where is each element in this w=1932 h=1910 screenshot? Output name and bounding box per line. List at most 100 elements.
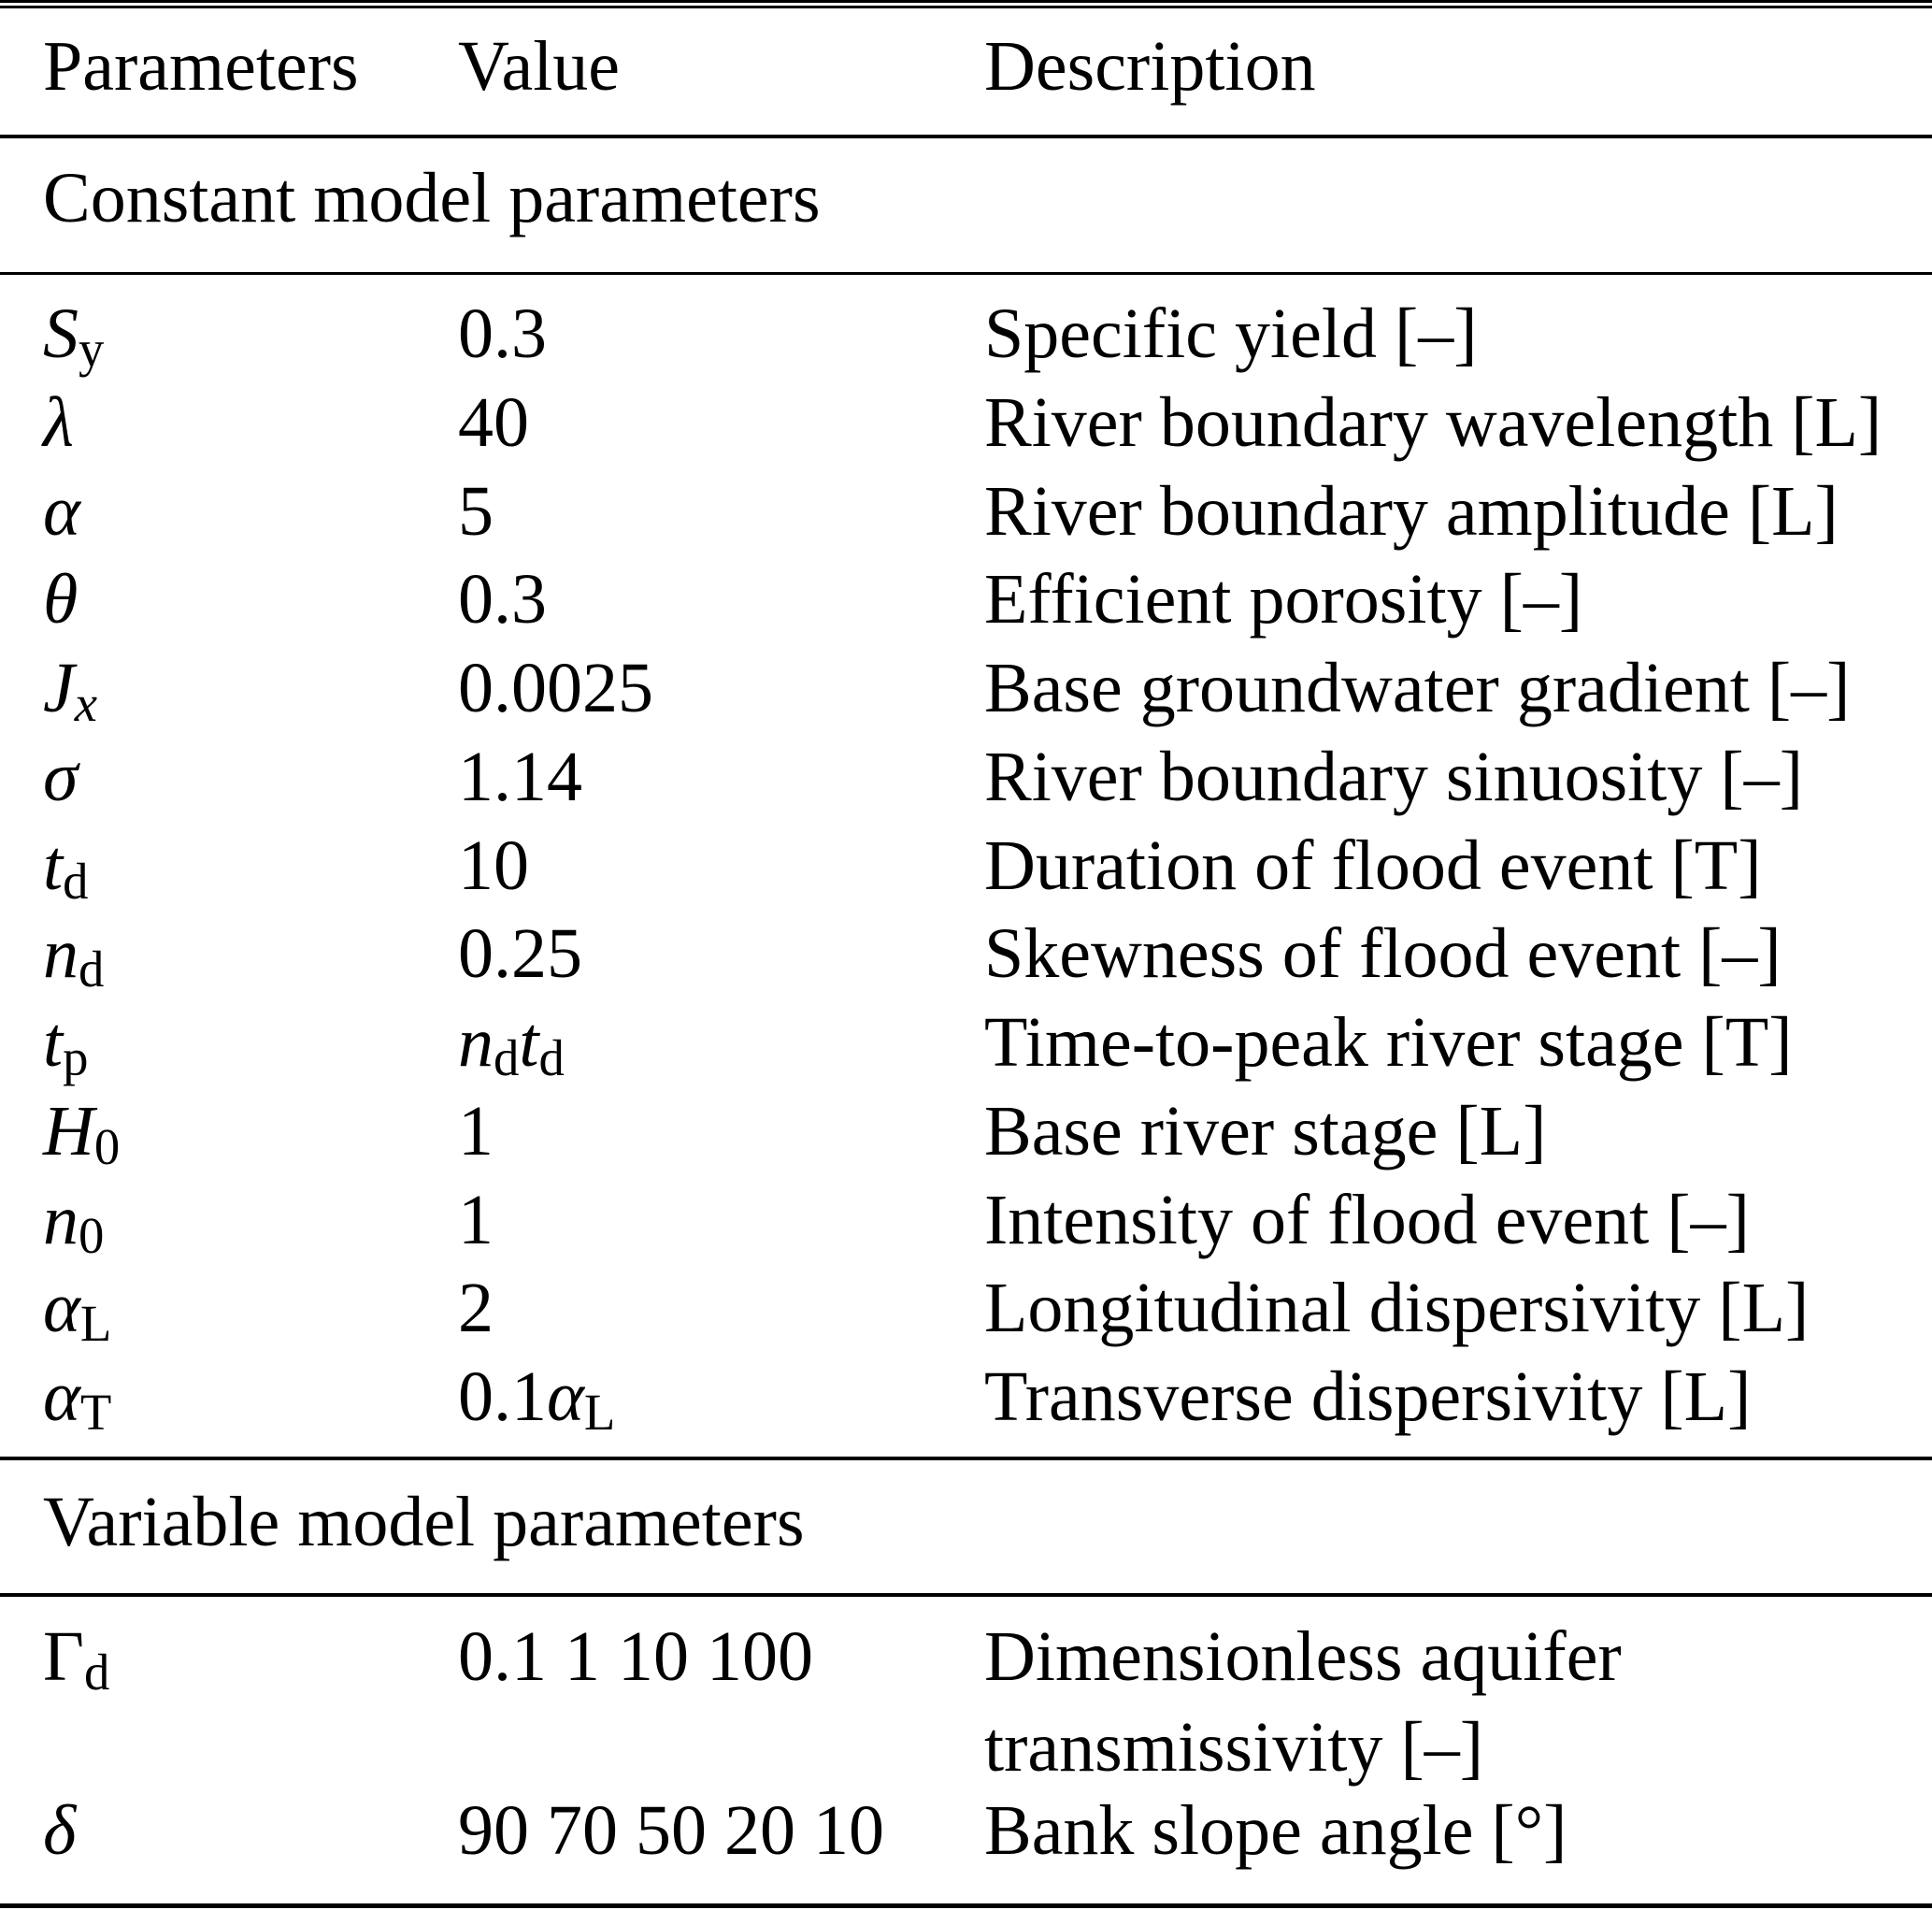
symbol-text: S: [43, 294, 79, 373]
symbol-text: 0.1: [458, 1357, 547, 1436]
desc-cell: Bank slope angle [°]: [984, 1791, 1567, 1870]
param-cell: λ: [43, 378, 74, 468]
desc-cell: Longitudinal dispersivity [L]: [984, 1269, 1810, 1347]
desc-cell: River boundary amplitude [L]: [984, 472, 1839, 551]
value-cell: 40: [458, 378, 529, 468]
symbol-text: n: [43, 914, 79, 993]
symbol-text: 1: [458, 1181, 494, 1259]
subscript: d: [538, 1028, 565, 1086]
param-cell: n0: [43, 1175, 104, 1266]
subscript: L: [583, 1383, 616, 1441]
value-cell: ndtd: [458, 998, 565, 1088]
subscript: d: [83, 1643, 110, 1701]
symbol-text: 1: [458, 1092, 494, 1170]
desc-cell: Time-to-peak river stage [T]: [984, 1003, 1793, 1082]
value-cell: 0.0025: [458, 643, 653, 734]
subscript: 0: [79, 1206, 105, 1264]
desc-cell: Efficient porosity [–]: [984, 560, 1583, 639]
section-title-variable: Variable model parameters: [43, 1483, 805, 1561]
symbol-text: δ: [43, 1791, 77, 1870]
value-cell: 10: [458, 821, 529, 912]
symbol-text: α: [43, 1357, 80, 1436]
constant-title-rule: [0, 272, 1932, 275]
param-cell: nd: [43, 909, 104, 999]
symbol-text: α: [547, 1357, 584, 1436]
param-cell: H0: [43, 1086, 120, 1177]
desc-cell: Base river stage [L]: [984, 1092, 1547, 1170]
value-cell: 0.25: [458, 909, 582, 999]
param-cell: αT: [43, 1352, 111, 1443]
value-cell: 2: [458, 1263, 494, 1354]
subscript: y: [79, 320, 105, 378]
symbol-text: t: [519, 1003, 539, 1082]
desc-cell: Duration of flood event [T]: [984, 826, 1762, 905]
param-cell: Sy: [43, 289, 104, 380]
column-header-value: Value: [458, 27, 621, 106]
param-cell: θ: [43, 554, 78, 645]
value-cell: 0.3: [458, 554, 547, 645]
value-cell: 1.14: [458, 732, 582, 823]
value-cell: 0.1αL: [458, 1352, 615, 1443]
symbol-text: 2: [458, 1269, 494, 1347]
header-rule: [0, 135, 1932, 138]
subscript: d: [494, 1028, 520, 1086]
symbol-text: 0.1 1 10 100: [458, 1617, 813, 1696]
desc-cell: Dimensionless aquifer transmissivity [–]: [984, 1617, 1622, 1788]
subscript: 0: [93, 1117, 121, 1175]
param-cell: αL: [43, 1263, 111, 1354]
variable-title-rule: [0, 1593, 1932, 1597]
param-cell: Jx: [43, 643, 97, 734]
symbol-text: α: [43, 472, 80, 551]
symbol-text: n: [43, 1181, 79, 1259]
desc-cell: Skewness of flood event [–]: [984, 914, 1782, 993]
symbol-text: 0.25: [458, 914, 582, 993]
desc-cell: Transverse dispersivity [L]: [984, 1357, 1752, 1436]
column-header-parameters: Parameters: [43, 27, 359, 106]
desc-cell: River boundary wavelength [L]: [984, 383, 1882, 462]
param-cell: α: [43, 467, 80, 557]
param-cell: tp: [43, 998, 88, 1088]
symbol-text: H: [43, 1092, 94, 1170]
symbol-text: θ: [43, 560, 79, 639]
param-cell: Γd: [43, 1612, 109, 1702]
symbol-text: 10: [458, 826, 529, 905]
value-cell: 90 70 50 20 10: [458, 1786, 884, 1876]
column-header-description: Description: [984, 27, 1316, 106]
value-cell: 1: [458, 1175, 494, 1266]
value-cell: 1: [458, 1086, 494, 1177]
symbol-text: 40: [458, 383, 529, 462]
symbol-text: 90 70 50 20 10: [458, 1791, 884, 1870]
top-rule-inner: [0, 6, 1932, 8]
value-cell: 0.1 1 10 100: [458, 1612, 813, 1702]
subscript: d: [79, 940, 105, 998]
symbol-text: 0.3: [458, 294, 547, 373]
subscript: d: [63, 852, 89, 910]
symbol-text: t: [43, 826, 64, 905]
top-rule-outer: [0, 0, 1932, 3]
param-cell: δ: [43, 1786, 76, 1876]
symbol-text: 1.14: [458, 738, 582, 816]
param-cell: σ: [43, 732, 78, 823]
desc-cell: Intensity of flood event [–]: [984, 1181, 1750, 1259]
symbol-text: 0.3: [458, 560, 547, 639]
symbol-text: λ: [43, 383, 74, 462]
subscript: x: [74, 674, 98, 732]
value-cell: 5: [458, 467, 494, 557]
symbol-text: α: [43, 1269, 80, 1347]
desc-cell: Base groundwater gradient [–]: [984, 649, 1851, 727]
symbol-text: σ: [43, 738, 79, 816]
symbol-text: J: [43, 649, 75, 727]
desc-cell: River boundary sinuosity [–]: [984, 738, 1804, 816]
subscript: T: [79, 1383, 112, 1441]
desc-cell: Specific yield [–]: [984, 294, 1478, 373]
symbol-text: 0.0025: [458, 649, 653, 727]
param-cell: td: [43, 821, 88, 912]
bottom-rule: [0, 1903, 1932, 1908]
symbol-text: 5: [458, 472, 494, 551]
section-title-constant: Constant model parameters: [43, 159, 821, 237]
symbol-text: t: [43, 1003, 64, 1082]
subscript: L: [79, 1294, 112, 1352]
subscript: p: [63, 1028, 89, 1086]
